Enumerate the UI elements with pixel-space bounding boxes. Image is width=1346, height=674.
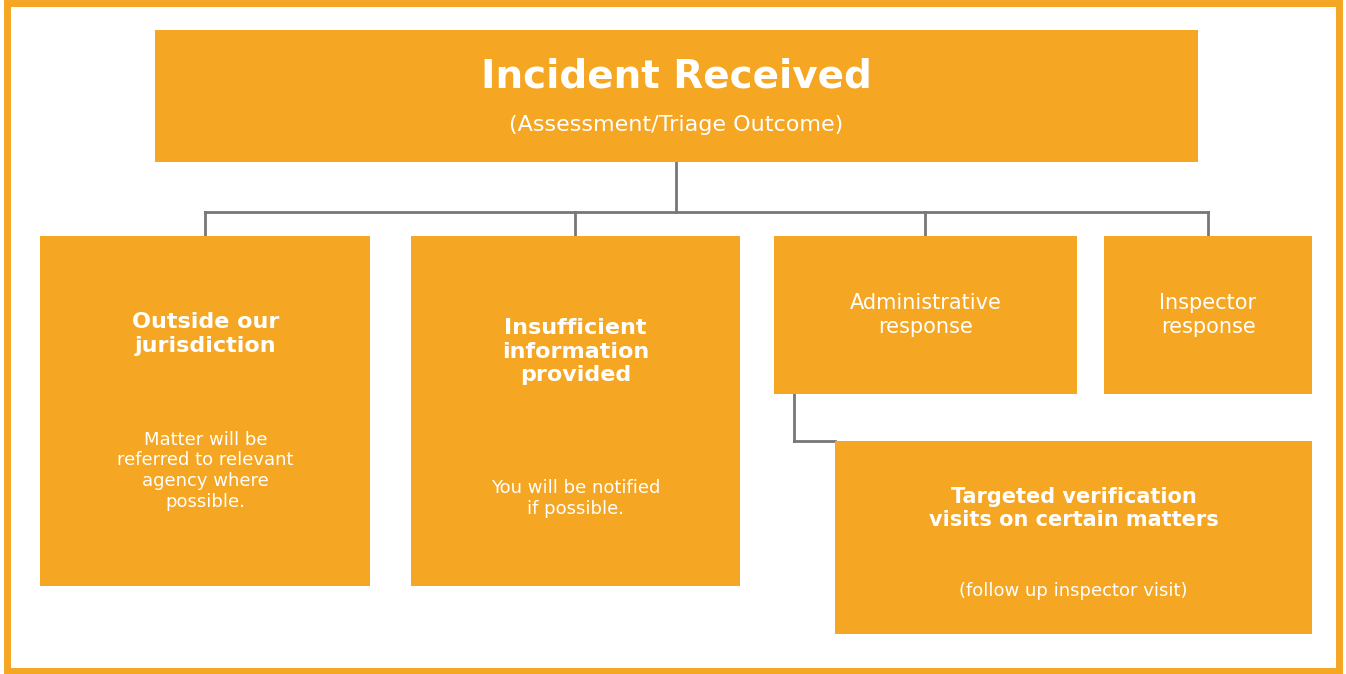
Text: Inspector
response: Inspector response <box>1159 293 1257 337</box>
FancyBboxPatch shape <box>835 441 1312 634</box>
Text: You will be notified
if possible.: You will be notified if possible. <box>491 479 660 518</box>
Text: Outside our
jurisdiction: Outside our jurisdiction <box>132 313 279 356</box>
Text: Targeted verification
visits on certain matters: Targeted verification visits on certain … <box>929 487 1218 530</box>
Text: Matter will be
referred to relevant
agency where
possible.: Matter will be referred to relevant agen… <box>117 431 293 511</box>
Text: (follow up inspector visit): (follow up inspector visit) <box>960 582 1187 601</box>
FancyBboxPatch shape <box>40 236 370 586</box>
FancyBboxPatch shape <box>155 30 1198 162</box>
Text: Administrative
response: Administrative response <box>849 293 1001 337</box>
Text: (Assessment/Triage Outcome): (Assessment/Triage Outcome) <box>509 115 844 135</box>
FancyBboxPatch shape <box>411 236 740 586</box>
FancyBboxPatch shape <box>1104 236 1312 394</box>
FancyBboxPatch shape <box>774 236 1077 394</box>
Text: Insufficient
information
provided: Insufficient information provided <box>502 318 649 385</box>
Text: Incident Received: Incident Received <box>481 57 872 95</box>
